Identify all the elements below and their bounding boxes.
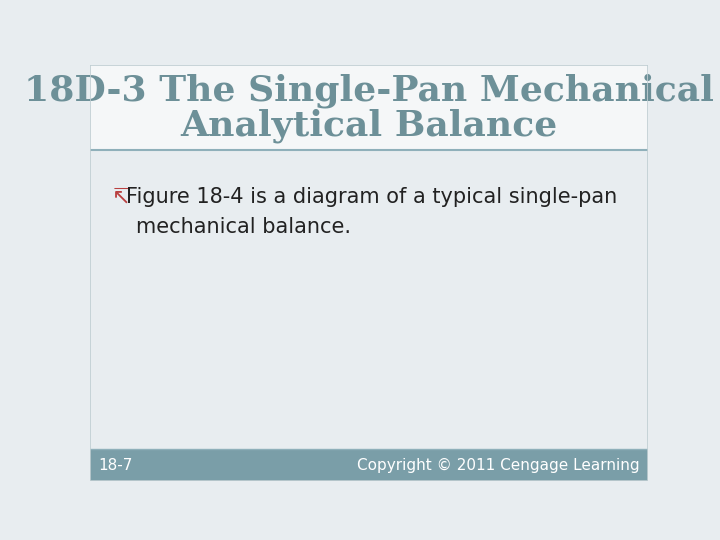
Text: Figure 18-4 is a diagram of a typical single-pan: Figure 18-4 is a diagram of a typical si… <box>126 187 618 207</box>
Text: ↸: ↸ <box>111 187 130 207</box>
Bar <box>90 65 648 150</box>
Text: mechanical balance.: mechanical balance. <box>136 218 351 238</box>
Text: Analytical Balance: Analytical Balance <box>181 109 557 144</box>
Text: 18D-3 The Single-Pan Mechanical: 18D-3 The Single-Pan Mechanical <box>24 73 714 107</box>
Text: 18-7: 18-7 <box>99 457 132 472</box>
Text: Copyright © 2011 Cengage Learning: Copyright © 2011 Cengage Learning <box>357 457 639 472</box>
Bar <box>90 449 648 481</box>
